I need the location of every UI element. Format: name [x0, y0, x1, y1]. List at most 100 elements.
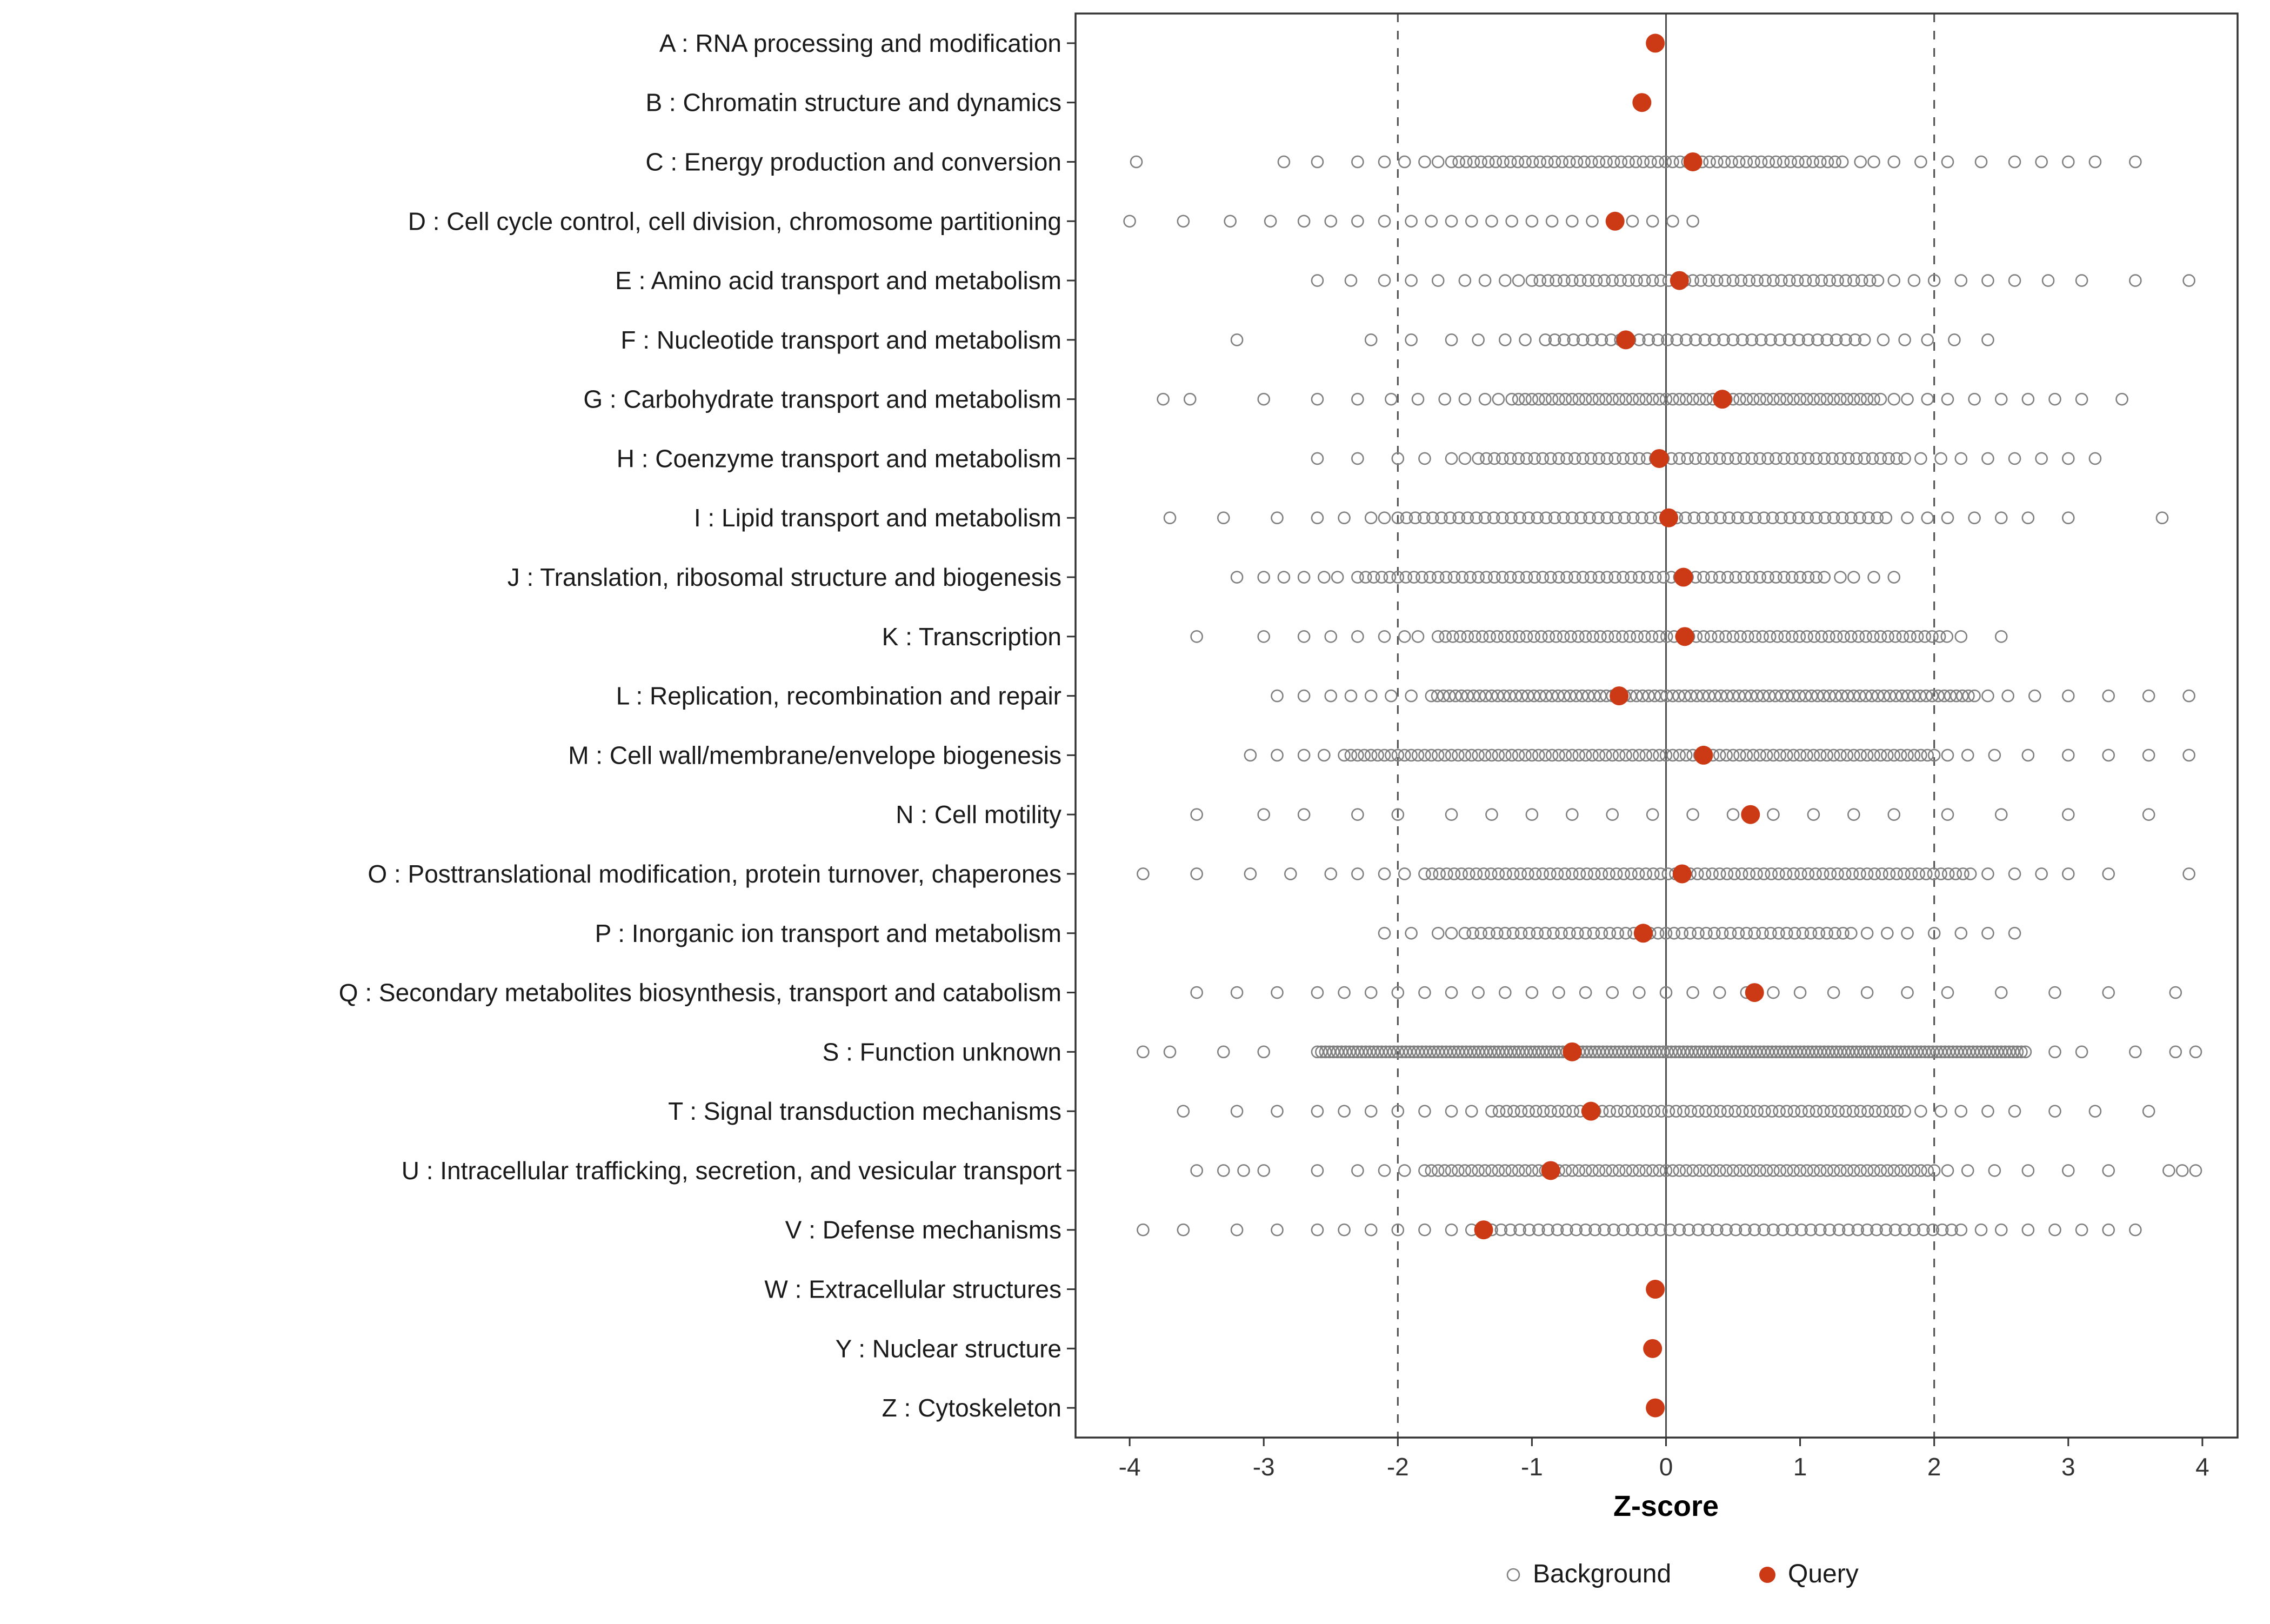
- background-point: [1630, 274, 1643, 287]
- background-point: [2062, 867, 2075, 880]
- background-point: [1217, 1045, 1230, 1059]
- background-point: [1823, 689, 1836, 703]
- x-tick-label: -4: [1119, 1453, 1141, 1481]
- background-point: [1784, 155, 1798, 169]
- background-point: [1692, 1105, 1705, 1118]
- background-point: [1721, 1105, 1734, 1118]
- background-point: [2021, 748, 2035, 762]
- background-point: [1311, 155, 1324, 169]
- background-point: [1887, 274, 1901, 287]
- background-point: [1511, 155, 1525, 169]
- background-point: [1713, 571, 1726, 584]
- background-point: [1702, 274, 1715, 287]
- background-point: [1467, 689, 1480, 703]
- background-point: [1693, 392, 1706, 406]
- background-point: [1536, 571, 1550, 584]
- background-point: [1579, 986, 1592, 999]
- background-point: [1647, 867, 1660, 880]
- query-point: [1632, 93, 1652, 112]
- background-point: [1877, 333, 1890, 346]
- background-point: [1491, 926, 1504, 940]
- query-point: [1605, 211, 1625, 231]
- background-point: [1640, 571, 1654, 584]
- background-point: [1768, 689, 1782, 703]
- background-point: [1795, 1105, 1808, 1118]
- background-point: [1521, 867, 1534, 880]
- background-point: [1732, 926, 1745, 940]
- background-point: [1917, 1223, 1930, 1237]
- background-point: [1761, 571, 1774, 584]
- background-point: [1391, 748, 1405, 762]
- background-point: [1753, 1164, 1766, 1177]
- background-point: [1942, 1045, 1955, 1059]
- background-point: [2142, 808, 2155, 821]
- background-point: [1901, 926, 1914, 940]
- background-point: [2062, 808, 2075, 821]
- background-point: [2008, 926, 2021, 940]
- background-point: [1592, 748, 1606, 762]
- background-point: [1331, 571, 1344, 584]
- background-point: [1726, 630, 1740, 643]
- background-point: [1898, 333, 1911, 346]
- background-point: [1954, 630, 1968, 643]
- background-point: [1484, 867, 1498, 880]
- category-label: Y : Nuclear structure: [836, 1334, 1061, 1362]
- background-point: [1861, 1105, 1874, 1118]
- background-point: [1757, 1045, 1771, 1059]
- background-point: [2189, 1045, 2202, 1059]
- background-point: [1483, 630, 1497, 643]
- background-point: [1512, 452, 1525, 465]
- background-point: [1657, 571, 1670, 584]
- background-point: [1834, 1164, 1847, 1177]
- background-point: [1351, 215, 1364, 228]
- background-point: [1746, 748, 1760, 762]
- background-point: [1779, 867, 1793, 880]
- background-point: [1718, 155, 1731, 169]
- background-point: [1504, 452, 1517, 465]
- background-point: [1907, 1223, 1921, 1237]
- background-point: [1552, 452, 1565, 465]
- background-point: [1888, 630, 1902, 643]
- background-point: [1886, 1045, 1899, 1059]
- background-point: [1898, 867, 1911, 880]
- background-point: [1710, 274, 1724, 287]
- category-label: I : Lipid transport and metabolism: [694, 504, 1061, 532]
- background-point: [1842, 1045, 1855, 1059]
- background-point: [1781, 689, 1794, 703]
- background-point: [1640, 1045, 1654, 1059]
- background-point: [1659, 155, 1672, 169]
- background-point: [1592, 571, 1606, 584]
- background-point: [1810, 452, 1823, 465]
- background-point: [1659, 392, 1673, 406]
- background-point: [1820, 1164, 1834, 1177]
- background-point: [1954, 926, 1968, 940]
- background-point: [1818, 511, 1832, 525]
- background-point: [1793, 452, 1807, 465]
- plot-panel: [1076, 14, 2238, 1438]
- background-point: [1324, 867, 1338, 880]
- background-point: [1639, 392, 1653, 406]
- background-point: [1580, 867, 1593, 880]
- background-point: [1815, 274, 1828, 287]
- background-point: [1906, 1045, 1919, 1059]
- background-point: [1318, 571, 1331, 584]
- background-point: [1756, 630, 1769, 643]
- background-point: [1351, 808, 1364, 821]
- background-point: [1398, 748, 1411, 762]
- background-point: [2035, 155, 2048, 169]
- background-point: [1552, 571, 1565, 584]
- background-point: [1488, 452, 1501, 465]
- background-point: [1776, 1223, 1790, 1237]
- background-point: [1465, 748, 1478, 762]
- background-point: [1572, 392, 1586, 406]
- background-point: [1686, 1164, 1699, 1177]
- background-point: [2182, 274, 2195, 287]
- background-point: [1574, 511, 1587, 525]
- background-point: [1753, 571, 1766, 584]
- background-point: [1801, 452, 1815, 465]
- background-point: [1934, 867, 1947, 880]
- background-point: [1478, 748, 1492, 762]
- background-point: [1351, 452, 1364, 465]
- background-point: [1756, 926, 1769, 940]
- background-point: [1871, 689, 1885, 703]
